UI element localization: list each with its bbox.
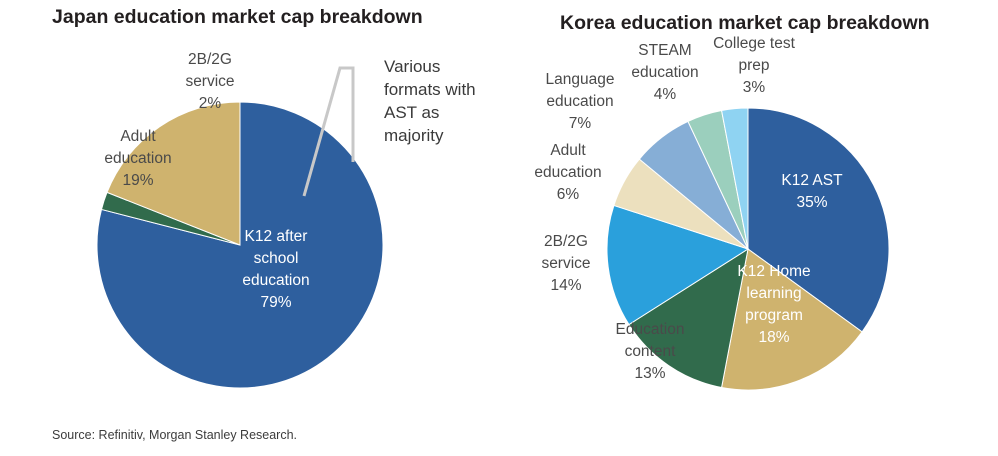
- japan-label-k12-after-school-education: K12 after school education 79%: [242, 228, 309, 311]
- korea-pie-labels: K12 AST 35% K12 Home learning program 18% Educ…: [534, 35, 843, 382]
- source-note: Source: Refinitiv, Morgan Stanley Resear…: [52, 428, 298, 442]
- korea-label-k12-home-learning-program: K12 Home learning program 18%: [737, 263, 810, 346]
- korea-slice-k12-home-learning-program: [720, 248, 863, 391]
- japan-slice-adult-education: [106, 101, 241, 246]
- korea-label-2b-2g-service: 2B/2G service 14%: [541, 233, 590, 294]
- japan-label-adult-education: Adult education 19%: [104, 128, 171, 189]
- korea-slice-2b-2g-service: [606, 204, 750, 326]
- korea-pie: [606, 107, 890, 391]
- korea-slice-k12-ast: [747, 107, 890, 333]
- korea-slice-education-content: [628, 247, 749, 389]
- korea-label-language-education: Language education 7%: [546, 71, 615, 132]
- korea-label-education-content: Education content 13%: [616, 321, 685, 382]
- korea-label-college-test-prep: College test prep 3%: [713, 35, 796, 96]
- japan-label-2b-2g-service: 2B/2G service 2%: [185, 51, 234, 112]
- annotation-text: Various formats with AST as majority: [384, 57, 476, 145]
- korea-label-steam-education: STEAM education 4%: [631, 42, 698, 103]
- annotation-callout-line: [302, 66, 355, 197]
- japan-annotation: Various formats with AST as majority: [384, 57, 476, 145]
- korea-slice-college-test-prep: [720, 107, 749, 250]
- korea-label-k12-ast: K12 AST 35%: [781, 172, 843, 211]
- korea-label-adult-education: Adult education 6%: [534, 142, 601, 203]
- japan-chart-title: Japan education market cap breakdown: [52, 6, 423, 28]
- japan-pie-labels: K12 after school education 79% 2B/2G service 2…: [104, 51, 309, 311]
- korea-chart-title: Korea education market cap breakdown: [560, 12, 930, 34]
